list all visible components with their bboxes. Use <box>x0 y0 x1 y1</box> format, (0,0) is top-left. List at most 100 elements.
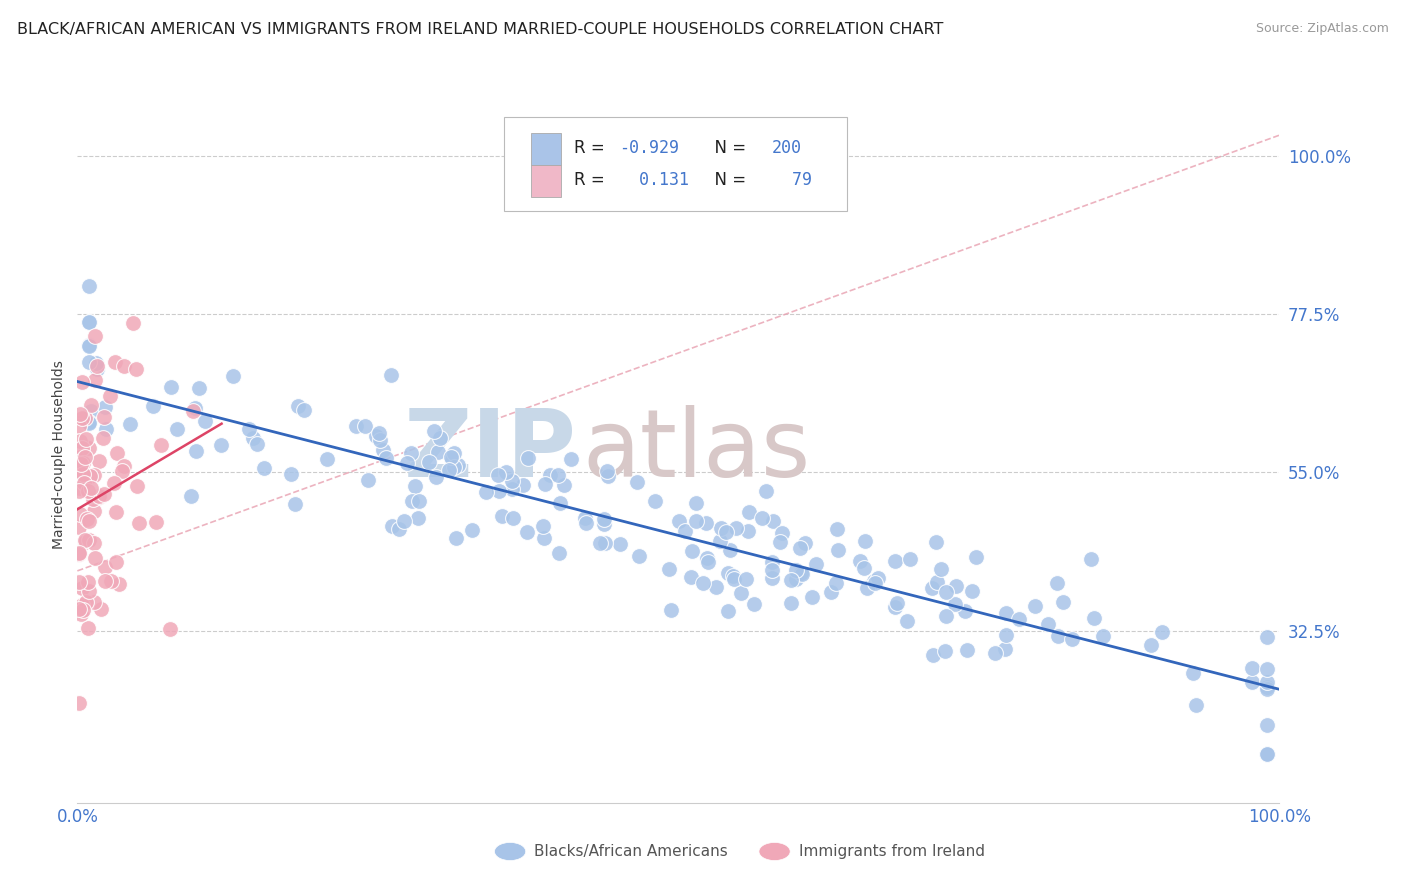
Text: N =: N = <box>703 171 751 189</box>
Point <box>853 534 876 549</box>
Point <box>100 574 122 588</box>
Point <box>762 515 785 529</box>
Point <box>1092 629 1115 643</box>
Point <box>91 431 114 445</box>
Point <box>1256 681 1278 696</box>
Point <box>548 546 571 560</box>
Point <box>408 494 430 508</box>
Point <box>69 434 91 448</box>
Point <box>83 504 105 518</box>
Point <box>93 409 115 424</box>
Point <box>443 446 465 460</box>
Point <box>380 368 402 382</box>
Point <box>709 533 731 548</box>
Point <box>790 566 813 581</box>
Point <box>84 356 107 370</box>
Point <box>79 469 101 483</box>
Point <box>956 642 979 657</box>
Point <box>596 469 619 483</box>
Point <box>849 553 872 567</box>
Point <box>1052 595 1074 609</box>
Point <box>596 464 619 478</box>
Point <box>93 574 115 588</box>
Point <box>1256 630 1278 644</box>
Point <box>181 404 204 418</box>
Point <box>501 482 523 496</box>
Point <box>1046 576 1069 591</box>
Point <box>1083 611 1105 625</box>
Point <box>751 510 773 524</box>
Point <box>83 594 105 608</box>
Point <box>486 468 509 483</box>
Point <box>793 536 815 550</box>
Point <box>76 621 98 635</box>
Text: Source: ZipAtlas.com: Source: ZipAtlas.com <box>1256 22 1389 36</box>
Point <box>553 478 575 492</box>
Point <box>883 554 905 568</box>
Text: R =: R = <box>574 171 610 189</box>
Point <box>404 479 426 493</box>
Point <box>105 505 128 519</box>
Point <box>955 604 977 618</box>
Point <box>495 465 517 479</box>
FancyBboxPatch shape <box>505 118 846 211</box>
Point <box>447 458 470 472</box>
Point <box>1256 747 1278 761</box>
Point <box>589 536 612 550</box>
Point <box>107 445 129 459</box>
Point <box>1256 680 1278 694</box>
Point <box>444 531 467 545</box>
Point <box>72 441 94 455</box>
Point <box>69 507 91 521</box>
Point <box>79 355 101 369</box>
Point <box>67 575 90 590</box>
Point <box>931 562 953 576</box>
Point <box>238 422 260 436</box>
Point <box>738 505 761 519</box>
Point <box>73 411 96 425</box>
Point <box>685 514 707 528</box>
Point <box>925 535 948 549</box>
Point <box>76 512 98 526</box>
Point <box>627 549 650 563</box>
Point <box>194 414 217 428</box>
Point <box>79 533 101 547</box>
Point <box>67 483 90 498</box>
Point <box>742 597 765 611</box>
Point <box>67 546 90 560</box>
Point <box>921 582 943 596</box>
Point <box>761 555 783 569</box>
Point <box>70 375 93 389</box>
Point <box>418 455 440 469</box>
Point <box>994 628 1017 642</box>
Point <box>67 602 90 616</box>
Point <box>475 485 498 500</box>
Point <box>769 534 792 549</box>
Point <box>761 571 783 585</box>
Point <box>425 470 447 484</box>
Point <box>423 424 446 438</box>
Point <box>184 401 207 415</box>
Point <box>253 461 276 475</box>
Point <box>381 518 404 533</box>
Point <box>406 511 429 525</box>
Point <box>934 644 956 658</box>
Point <box>780 596 803 610</box>
Point <box>516 451 538 466</box>
Point <box>370 433 392 447</box>
Point <box>658 562 681 576</box>
Point <box>222 369 245 384</box>
Point <box>70 410 93 425</box>
Point <box>80 398 103 412</box>
Point <box>72 467 94 481</box>
Point <box>90 602 112 616</box>
Point <box>112 359 135 373</box>
Point <box>681 544 703 558</box>
Point <box>75 432 97 446</box>
Point <box>89 453 111 467</box>
Point <box>73 450 96 464</box>
Point <box>710 520 733 534</box>
Point <box>1256 718 1278 732</box>
Point <box>79 338 101 352</box>
Point <box>103 355 125 369</box>
